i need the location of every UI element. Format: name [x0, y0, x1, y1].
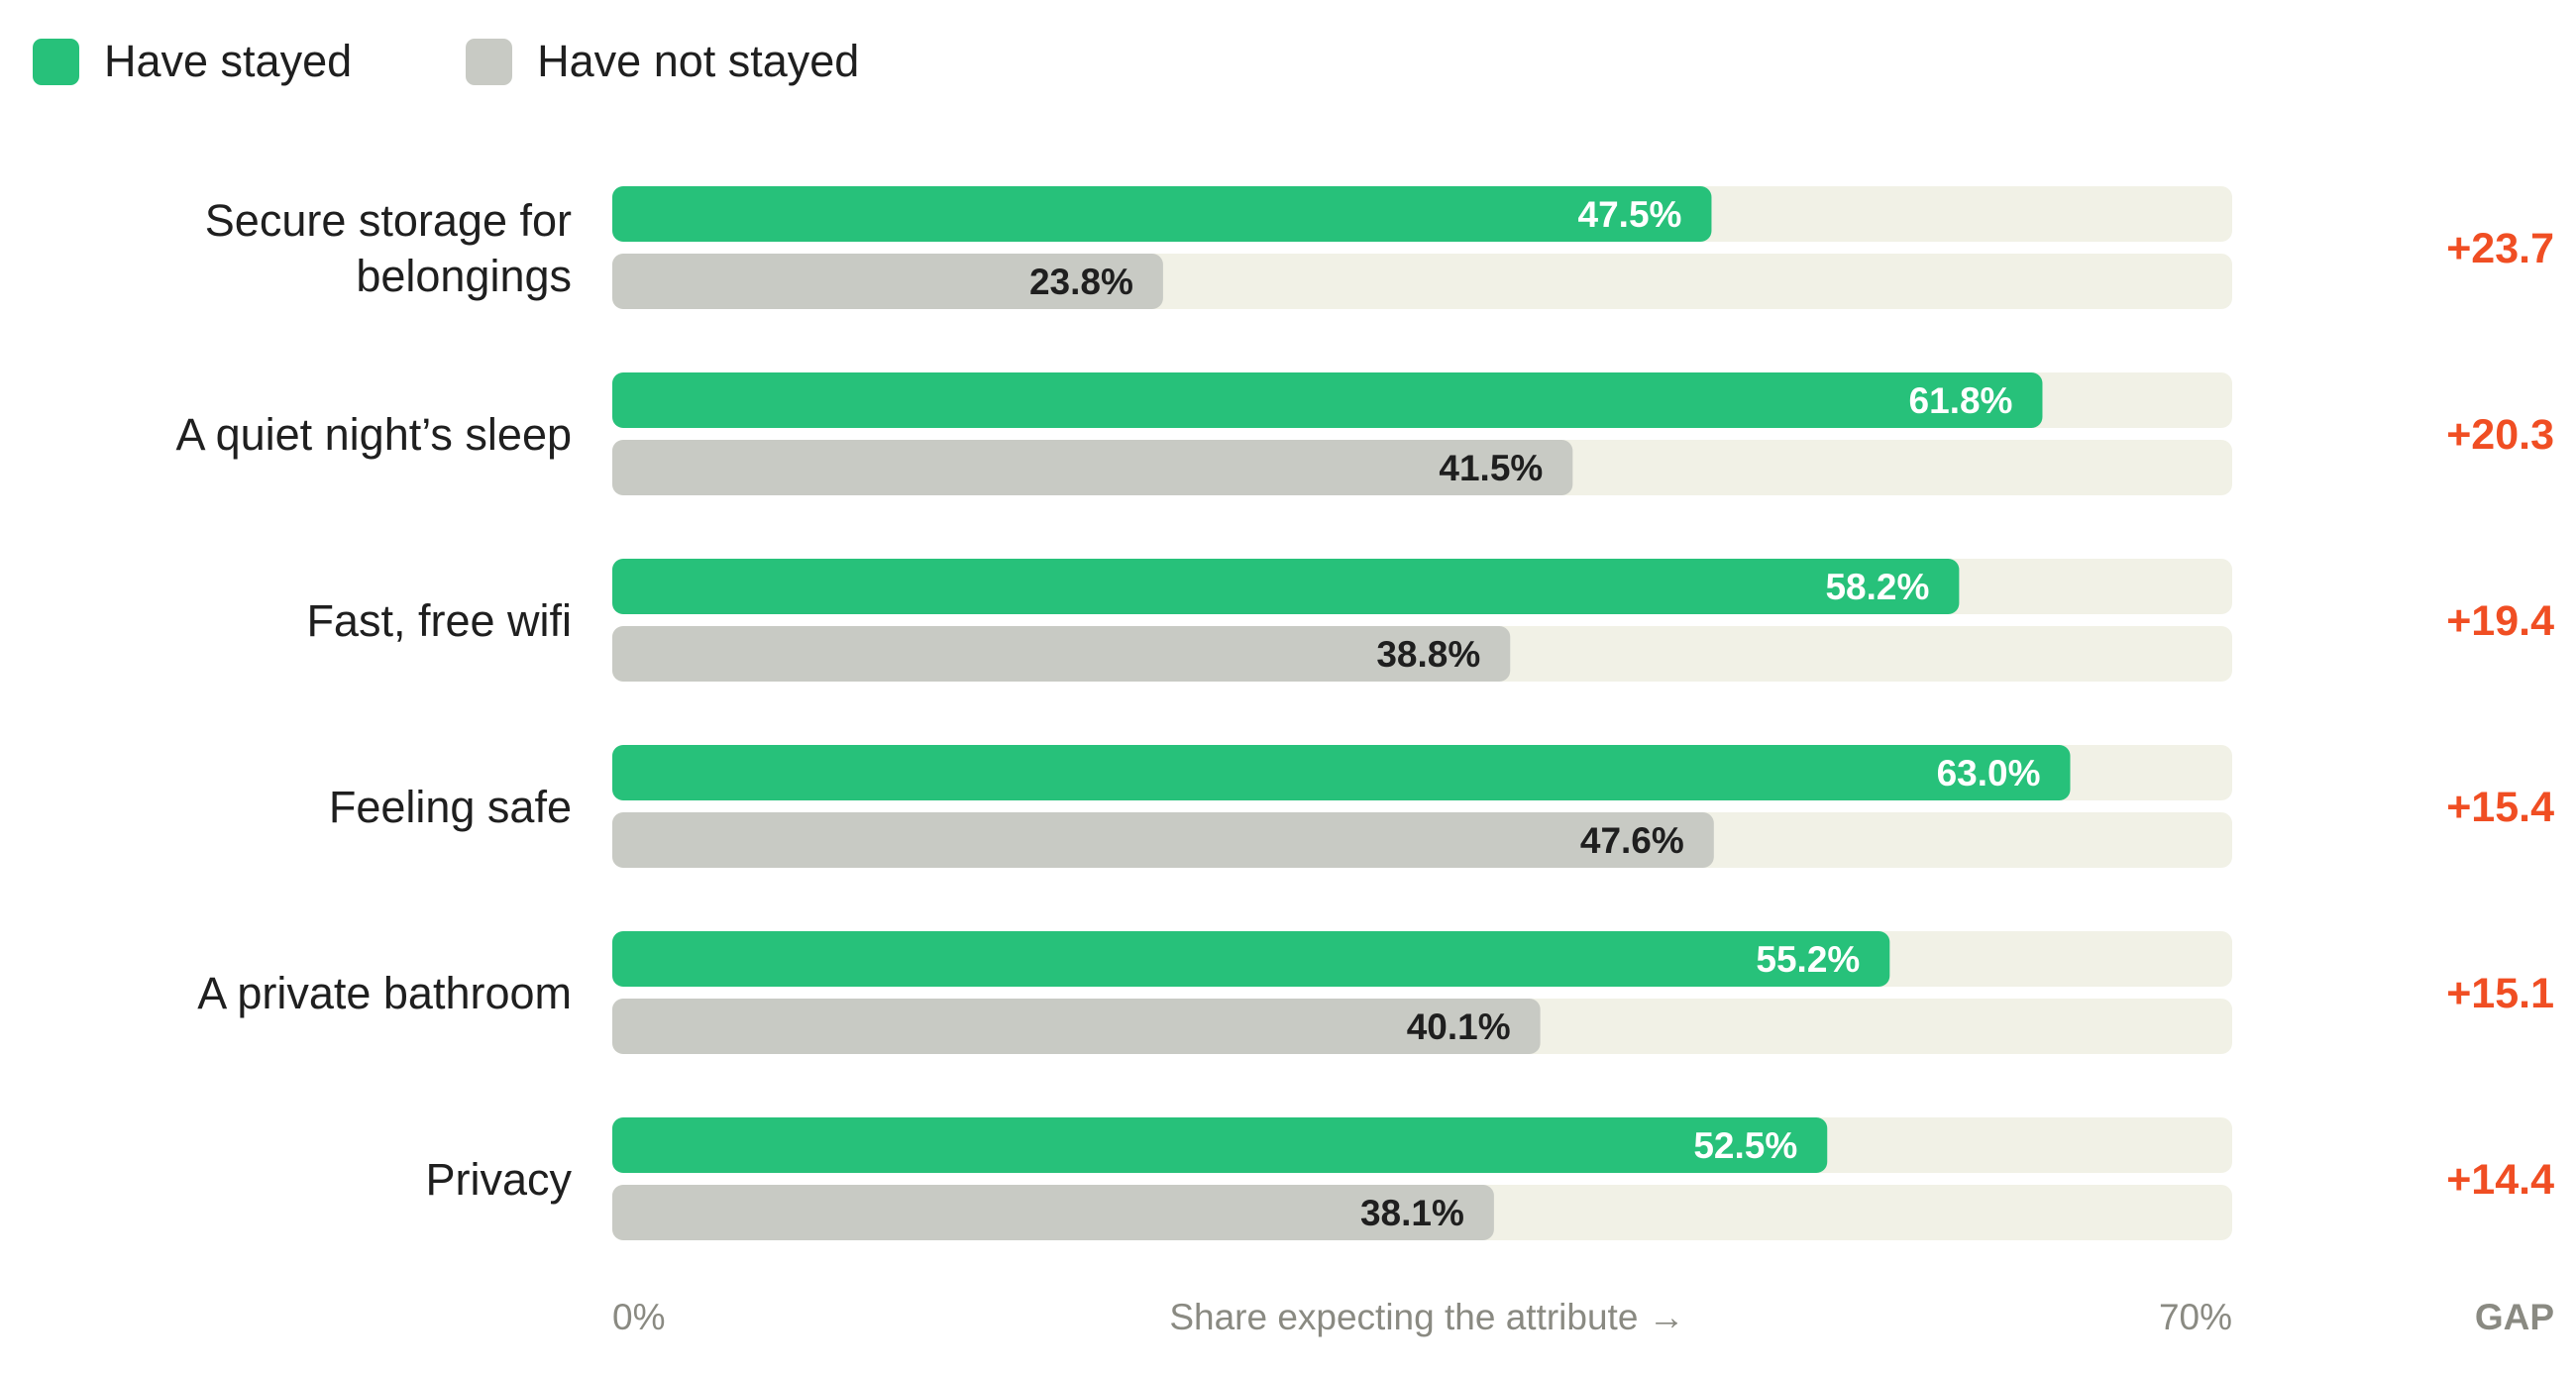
data-label-have-not-stayed: 23.8%	[1029, 262, 1133, 302]
category-label: Feeling safe	[329, 782, 572, 832]
bar-have-not-stayed	[612, 999, 1541, 1054]
bar-have-not-stayed	[612, 812, 1714, 868]
bar-have-stayed	[612, 186, 1712, 242]
legend: Have stayed Have not stayed	[33, 36, 973, 87]
bar-have-not-stayed	[612, 626, 1511, 682]
data-label-have-stayed: 55.2%	[1756, 939, 1860, 980]
data-label-have-not-stayed: 38.1%	[1360, 1193, 1464, 1233]
legend-swatch-have-stayed	[33, 38, 79, 85]
data-label-have-stayed: 47.5%	[1578, 194, 1682, 235]
category-label: A private bathroom	[197, 968, 572, 1018]
data-label-have-stayed: 58.2%	[1825, 567, 1929, 607]
bar-have-stayed	[612, 559, 1960, 614]
bar-have-stayed	[612, 1117, 1828, 1173]
legend-item-have-stayed: Have stayed	[33, 36, 352, 87]
bar-have-stayed	[612, 372, 2043, 428]
category-label: Fast, free wifi	[306, 595, 572, 646]
gap-value: +23.7	[2446, 225, 2554, 272]
axis-title: Share expecting the attribute →	[1169, 1297, 1684, 1337]
axis-max-label: 70%	[2159, 1297, 2232, 1337]
gap-header: GAP	[2475, 1297, 2554, 1337]
category-label: belongings	[356, 251, 572, 301]
legend-label-have-stayed: Have stayed	[104, 36, 353, 86]
category-label: Secure storage for	[205, 195, 572, 246]
data-label-have-not-stayed: 38.8%	[1376, 634, 1480, 675]
axis-min-label: 0%	[612, 1297, 665, 1337]
gap-value: +14.4	[2446, 1156, 2554, 1204]
legend-swatch-have-not-stayed	[466, 38, 513, 85]
bar-have-not-stayed	[612, 254, 1163, 309]
bar-have-stayed	[612, 745, 2071, 800]
category-label: A quiet night’s sleep	[176, 409, 572, 460]
bar-have-stayed	[612, 931, 1890, 987]
bar-have-not-stayed	[612, 1185, 1494, 1240]
data-label-have-stayed: 63.0%	[1937, 753, 2041, 793]
gap-value: +19.4	[2446, 597, 2554, 645]
legend-label-have-not-stayed: Have not stayed	[537, 36, 860, 86]
data-label-have-stayed: 61.8%	[1909, 380, 2013, 421]
gap-value: +15.4	[2446, 784, 2554, 831]
data-label-have-not-stayed: 40.1%	[1407, 1006, 1511, 1047]
data-label-have-not-stayed: 41.5%	[1439, 448, 1543, 488]
data-label-have-stayed: 52.5%	[1693, 1125, 1797, 1166]
category-label: Privacy	[425, 1154, 572, 1205]
gap-value: +15.1	[2446, 970, 2554, 1017]
gap-value: +20.3	[2446, 411, 2554, 459]
legend-item-have-not-stayed: Have not stayed	[466, 36, 859, 87]
data-label-have-not-stayed: 47.6%	[1580, 820, 1684, 861]
bar-have-not-stayed	[612, 440, 1573, 495]
